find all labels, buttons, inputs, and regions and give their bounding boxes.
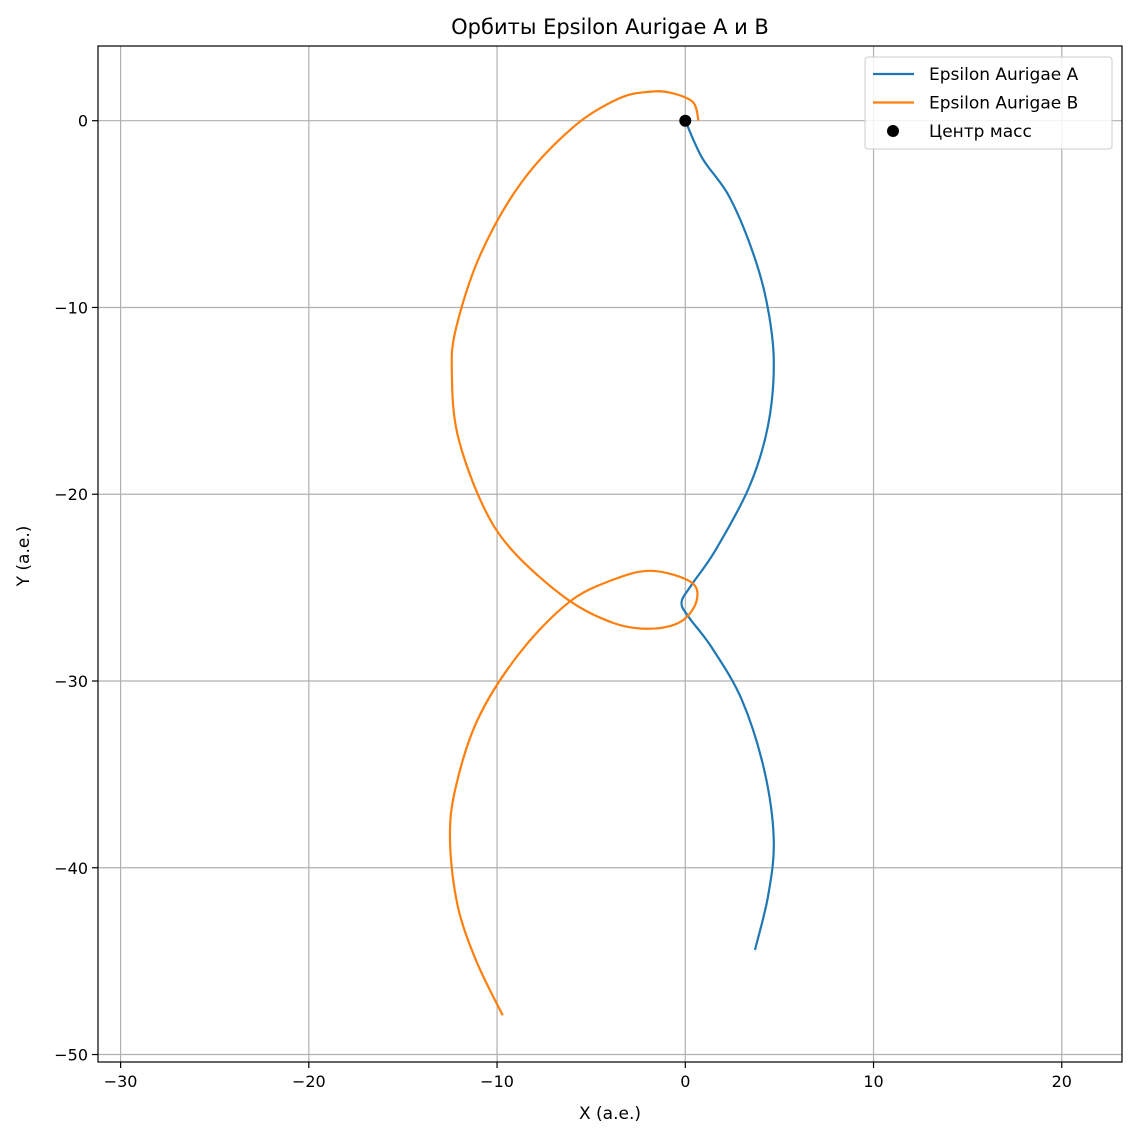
x-tick-label: 20 (1052, 1072, 1072, 1091)
chart-title: Орбиты Epsilon Aurigae A и B (451, 15, 769, 39)
axis-ticks: −30 −20 −10 0 10 20 0 −10 −20 −30 −40 −50 (54, 112, 1072, 1091)
grid (98, 46, 1122, 1062)
x-tick-label: −20 (292, 1072, 326, 1091)
series-layer (448, 90, 775, 1016)
y-tick-label: −40 (54, 859, 88, 878)
legend-label: Epsilon Aurigae B (929, 94, 1078, 114)
x-tick-label: 10 (863, 1072, 883, 1091)
plot-frame (97, 45, 1123, 1063)
x-tick-label: −10 (480, 1072, 514, 1091)
center-of-mass-marker (679, 114, 692, 127)
y-tick-label: −10 (54, 298, 88, 317)
y-tick-label: −20 (54, 485, 88, 504)
series-line-a (680, 120, 775, 951)
y-axis-label: Y (а.е.) (14, 526, 34, 588)
x-tick-label: −30 (104, 1072, 138, 1091)
y-tick-label: −30 (54, 672, 88, 691)
legend-label: Центр масс (929, 122, 1032, 142)
y-tick-label: −50 (54, 1046, 88, 1065)
legend-marker-center-of-mass (887, 125, 899, 137)
x-tick-label: 0 (680, 1072, 690, 1091)
legend: Epsilon Aurigae A Epsilon Aurigae B Центр … (864, 56, 1113, 150)
legend-label: Epsilon Aurigae A (929, 65, 1079, 85)
legend-box (864, 56, 1113, 150)
y-tick-label: 0 (78, 112, 88, 131)
x-axis-label: X (а.е.) (579, 1104, 641, 1124)
series-line-b (448, 90, 700, 1016)
